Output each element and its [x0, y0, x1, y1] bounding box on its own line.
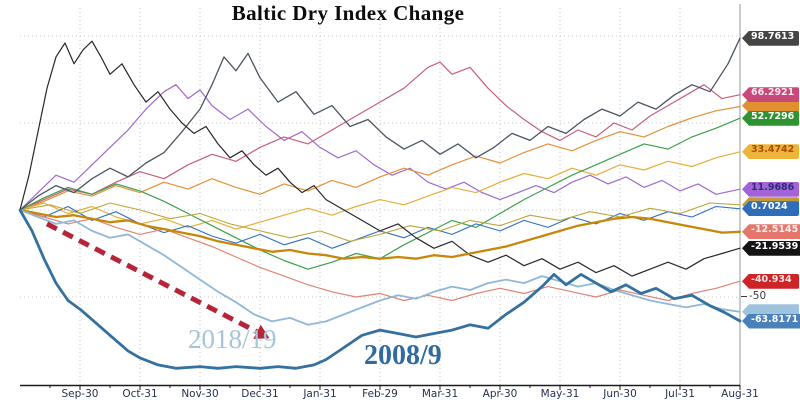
x-tick-label: Jul-31 [665, 388, 695, 400]
x-tick-label: Jan-31 [303, 388, 337, 400]
trend-arrow-head [253, 324, 270, 339]
annotation-2008-9: 2008/9 [364, 340, 442, 371]
x-tick-label: Sep-30 [61, 388, 99, 400]
annotation-2018-19: 2018/19 [188, 324, 277, 354]
x-axis-labels: Sep-30 Oct-31 Nov-30 Dec-31 Jan-31 Feb-29 Mar-… [0, 388, 800, 400]
x-tick-label: Mar-31 [421, 388, 459, 400]
series-line-year-pink [19, 61, 741, 211]
x-tick-label: Feb-29 [362, 388, 398, 400]
trend-arrow-shaft [45, 221, 259, 335]
x-tick-label: Apr-30 [482, 388, 518, 400]
series-line-year-black [19, 40, 741, 277]
x-tick-label: Oct-31 [122, 388, 158, 400]
x-tick-label: Aug-31 [721, 388, 759, 400]
x-tick-label: Nov-30 [181, 388, 219, 400]
series-line-2008-9 [18, 208, 742, 370]
x-tick-label: May-31 [540, 388, 580, 400]
series-line-year-goldenrod [18, 208, 742, 260]
x-tick-label: Jun-30 [603, 388, 637, 400]
series-line-year-orange [19, 105, 741, 211]
x-tick-label: Dec-31 [241, 388, 279, 400]
series-line-year-salmon [19, 209, 741, 302]
series-line-year-charcoal [19, 37, 741, 211]
chart-title: Baltic Dry Index Change [231, 1, 465, 25]
series-line-2018-19 [19, 209, 741, 326]
series-line-year-violet [19, 84, 741, 211]
